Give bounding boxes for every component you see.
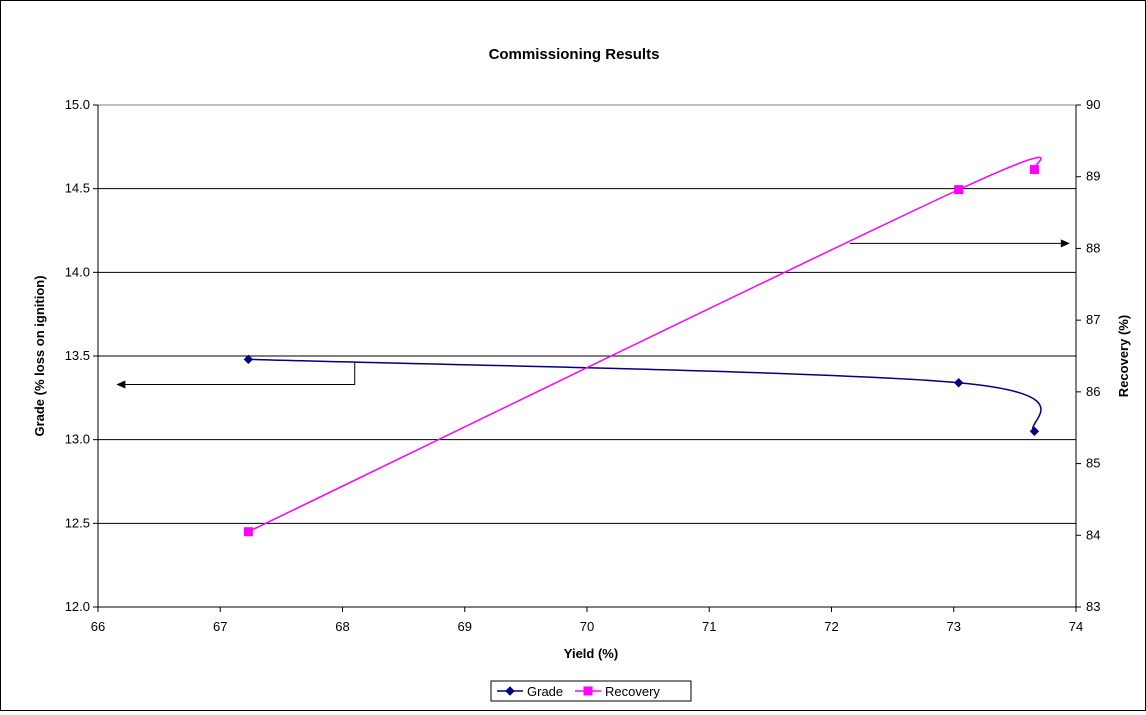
series-line-recovery bbox=[248, 156, 1042, 533]
x-axis-title: Yield (%) bbox=[564, 646, 618, 661]
series-recovery bbox=[243, 156, 1042, 537]
y-tick-label: 13.0 bbox=[65, 432, 90, 447]
series-line-grade bbox=[248, 358, 1042, 432]
series-grade bbox=[243, 354, 1042, 437]
x-tick-label: 67 bbox=[213, 619, 227, 634]
arrowhead-left bbox=[116, 380, 126, 389]
data-point-recovery bbox=[243, 527, 253, 537]
x-tick-label: 74 bbox=[1069, 619, 1083, 634]
legend-marker bbox=[505, 686, 515, 696]
data-point-recovery bbox=[1029, 165, 1039, 175]
y2-tick-label: 90 bbox=[1086, 97, 1100, 112]
y2-tick-label: 85 bbox=[1086, 456, 1100, 471]
data-point-grade bbox=[1029, 426, 1040, 437]
arrowhead-right bbox=[1060, 239, 1070, 248]
x-tick-label: 69 bbox=[458, 619, 472, 634]
y2-tick-label: 84 bbox=[1086, 527, 1100, 542]
y-tick-label: 12.0 bbox=[65, 599, 90, 614]
y-axis-title: Grade (% loss on ignition) bbox=[32, 275, 47, 436]
x-tick-label: 71 bbox=[702, 619, 716, 634]
y-tick-label: 15.0 bbox=[65, 97, 90, 112]
y-tick-label: 13.5 bbox=[65, 348, 90, 363]
data-point-grade bbox=[953, 378, 964, 388]
legend-label: Grade bbox=[527, 684, 563, 699]
legend: Grade Recovery bbox=[490, 680, 692, 702]
y2-tick-label: 88 bbox=[1086, 240, 1100, 255]
legend-marker bbox=[583, 686, 593, 696]
chart-title: Commissioning Results bbox=[489, 46, 660, 63]
x-tick-label: 70 bbox=[580, 619, 594, 634]
y2-tick-label: 87 bbox=[1086, 312, 1100, 327]
arrow-to-grade-axis bbox=[124, 362, 356, 385]
y2-tick-label: 86 bbox=[1086, 384, 1100, 399]
y-tick-label: 12.5 bbox=[65, 515, 90, 530]
y-tick-label: 14.5 bbox=[65, 181, 90, 196]
legend-label: Recovery bbox=[605, 684, 660, 699]
data-point-recovery bbox=[954, 185, 964, 195]
y2-tick-label: 89 bbox=[1086, 169, 1100, 184]
x-tick-label: 66 bbox=[91, 619, 105, 634]
y2-tick-label: 83 bbox=[1086, 599, 1100, 614]
annotation-layer bbox=[116, 239, 1070, 389]
x-tick-label: 73 bbox=[947, 619, 961, 634]
axes-layer: 12.0 12.5 13.0 13.5 14.0 14.5 15.0 83 84 85 86 87 88… bbox=[65, 97, 1101, 634]
data-point-grade bbox=[243, 354, 254, 365]
y2-axis-title: Recovery (%) bbox=[1116, 315, 1131, 397]
x-tick-label: 72 bbox=[824, 619, 838, 634]
x-tick-label: 68 bbox=[335, 619, 349, 634]
series-layer bbox=[243, 156, 1042, 537]
y-tick-label: 14.0 bbox=[65, 264, 90, 279]
